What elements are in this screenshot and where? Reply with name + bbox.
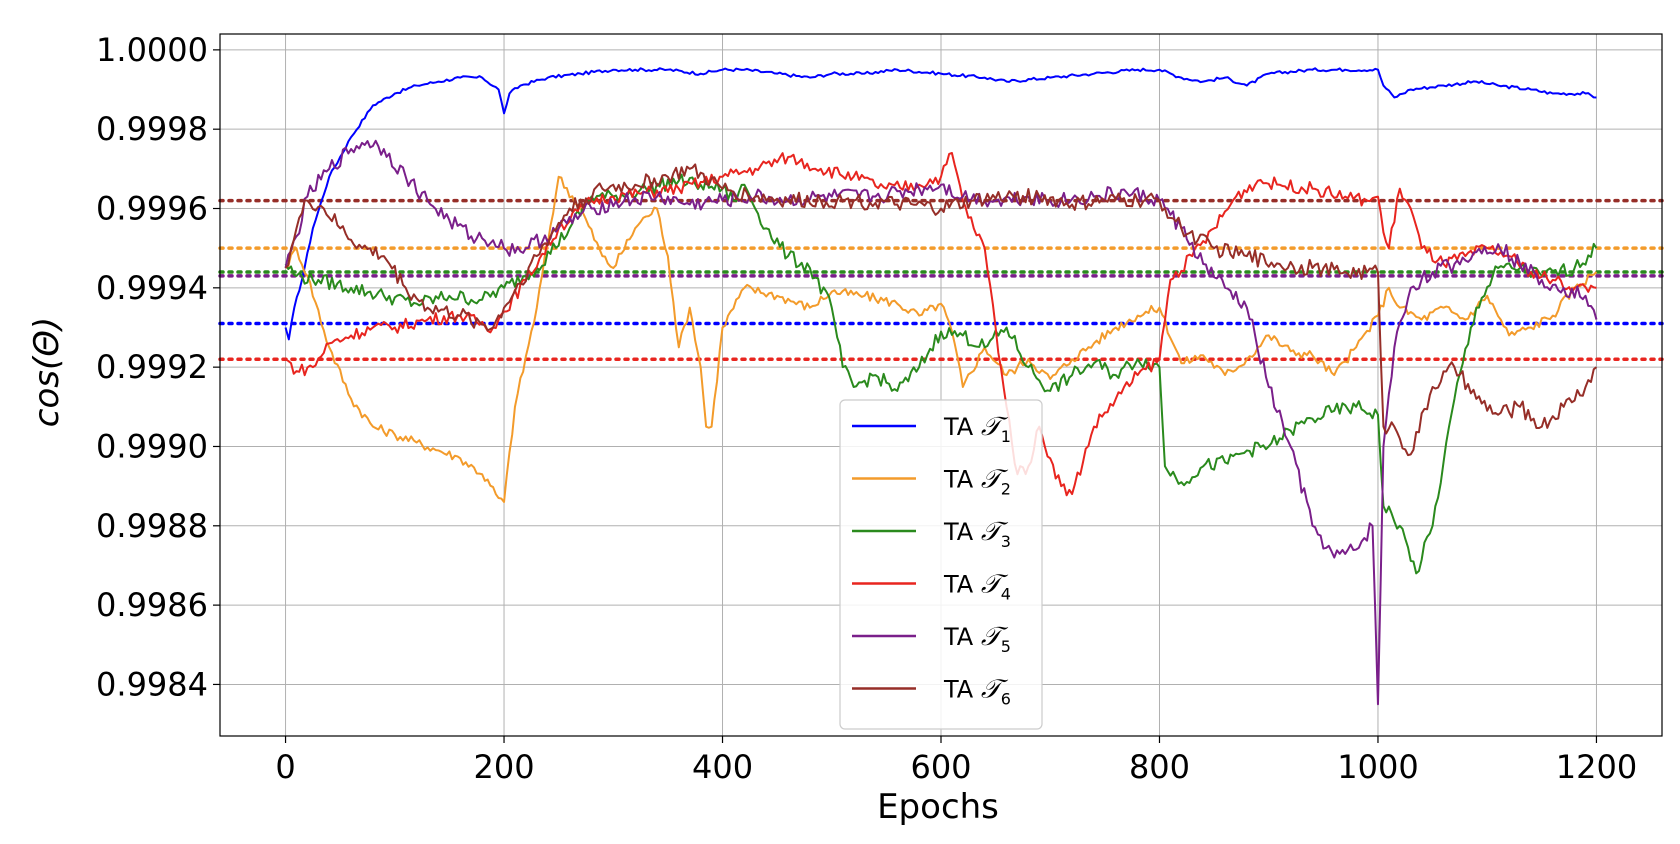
- y-tick-label: 0.9984: [96, 665, 208, 703]
- series-lines: [284, 67, 1598, 706]
- legend-label-3: TA 𝒯3: [943, 517, 1011, 551]
- y-axis-title: cos(Θ): [27, 317, 67, 428]
- x-tick-label: 200: [473, 748, 534, 786]
- series-line-4: [285, 151, 1597, 497]
- y-axis-ticks: 0.9984 0.9986 0.9988 0.9990 0.9992 0.9994 0.99…: [96, 31, 220, 703]
- y-tick-label: 0.9996: [96, 190, 208, 228]
- legend-label-1: TA 𝒯1: [943, 412, 1011, 446]
- y-tick-label: 0.9990: [96, 427, 208, 465]
- series-line-3: [284, 173, 1598, 575]
- series-line-1: [284, 67, 1597, 341]
- y-tick-label: 1.0000: [96, 31, 208, 69]
- x-tick-label: 1200: [1556, 748, 1637, 786]
- legend-box: [839, 399, 1043, 730]
- y-tick-label: 0.9988: [96, 507, 208, 545]
- series-line-5: [284, 139, 1598, 706]
- y-tick-label: 0.9992: [96, 348, 208, 386]
- series-line-6: [284, 163, 1598, 457]
- legend-label-5: TA 𝒯5: [943, 622, 1011, 656]
- legend: TA 𝒯1 TA 𝒯2 TA 𝒯3 TA 𝒯4 TA 𝒯5 TA 𝒯6: [839, 399, 1043, 730]
- x-axis-title: Epochs: [877, 787, 999, 827]
- y-tick-label: 0.9994: [96, 269, 208, 307]
- series-line-2: [285, 175, 1598, 503]
- legend-label-6: TA 𝒯6: [943, 675, 1011, 709]
- x-tick-label: 600: [910, 748, 971, 786]
- x-tick-label: 800: [1129, 748, 1190, 786]
- x-tick-label: 1000: [1337, 748, 1418, 786]
- legend-label-4: TA 𝒯4: [943, 570, 1011, 604]
- legend-label-2: TA 𝒯2: [943, 465, 1011, 499]
- y-tick-label: 0.9986: [96, 586, 208, 624]
- x-axis-ticks: 0 200 400 600 800 1000 1200: [275, 736, 1637, 786]
- y-tick-label: 0.9998: [96, 110, 208, 148]
- x-tick-label: 400: [692, 748, 753, 786]
- x-tick-label: 0: [275, 748, 295, 786]
